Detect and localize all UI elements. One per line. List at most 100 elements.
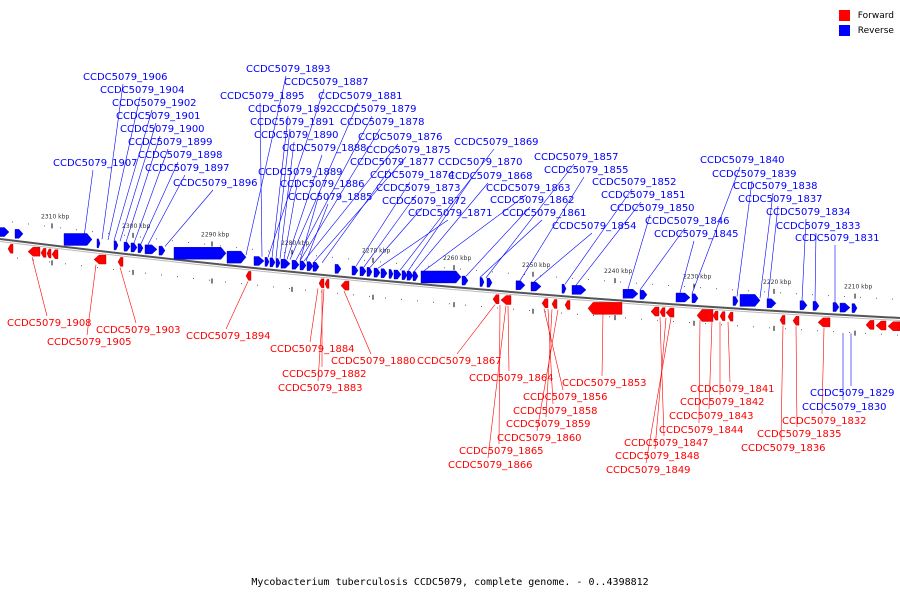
reverse-gene-feature — [401, 270, 408, 280]
forward-gene-feature — [719, 311, 726, 321]
reverse-leader — [267, 88, 325, 258]
forward-leader — [456, 304, 496, 355]
forward-gene-feature — [541, 298, 549, 308]
reverse-gene-label: CCDC5079_1895 — [220, 91, 305, 102]
reverse-leader — [413, 182, 489, 272]
forward-gene-feature — [27, 246, 41, 257]
reverse-gene-feature — [173, 247, 227, 260]
forward-gene-feature — [117, 257, 124, 267]
forward-leader — [498, 305, 501, 445]
reverse-gene-feature — [130, 242, 138, 253]
reverse-gene-feature — [280, 259, 291, 269]
reverse-gene-feature — [253, 256, 265, 266]
forward-gene-feature — [779, 315, 786, 325]
reverse-gene-feature — [359, 266, 367, 277]
reverse-leader — [113, 109, 153, 241]
reverse-gene-feature — [766, 298, 777, 308]
forward-leader — [708, 320, 713, 410]
minor-tick — [252, 248, 253, 250]
reverse-gene-label: CCDC5079_1893 — [246, 64, 331, 75]
forward-leader — [780, 325, 784, 442]
axis-tick-label: 2300 kbp — [122, 223, 150, 230]
genome-backbone — [0, 238, 900, 319]
reverse-gene-label: CCDC5079_1861 — [502, 208, 587, 219]
reverse-leader — [639, 227, 686, 291]
minor-tick — [316, 255, 317, 257]
forward-gene-feature — [492, 294, 500, 304]
reverse-leader — [767, 205, 779, 299]
reverse-gene-label: CCDC5079_1888 — [282, 143, 367, 154]
forward-gene-label: CCDC5079_1849 — [606, 465, 691, 476]
minor-tick — [305, 289, 306, 291]
minor-tick — [433, 301, 434, 303]
reverse-gene-label: CCDC5079_1850 — [610, 203, 695, 214]
minor-tick — [737, 325, 738, 327]
reverse-gene-label: CCDC5079_1889 — [258, 167, 343, 178]
minor-tick — [897, 334, 898, 336]
forward-leader — [601, 313, 604, 377]
minor-tick — [337, 292, 338, 294]
forward-leader — [821, 327, 825, 415]
forward-gene-label: CCDC5079_1882 — [282, 369, 367, 380]
forward-leader — [795, 326, 798, 428]
axis-ticks: 2310 kbp 2300 kbp 2290 kbp 2280 kbp 2270 kbp… — [12, 213, 898, 336]
reverse-gene-feature — [839, 302, 851, 313]
forward-leader — [31, 256, 48, 317]
minor-tick — [49, 261, 50, 263]
reverse-leader — [519, 176, 585, 281]
reverse-gene-label: CCDC5079_1892 — [248, 104, 333, 115]
minor-tick — [17, 257, 18, 259]
minor-tick — [12, 221, 13, 223]
reverse-leader — [421, 194, 527, 273]
reverse-gene-label: CCDC5079_1890 — [254, 130, 339, 141]
forward-gene-label: CCDC5079_1864 — [469, 373, 554, 384]
reverse-gene-label: CCDC5079_1870 — [438, 157, 523, 168]
forward-gene-label: CCDC5079_1880 — [331, 356, 416, 367]
reverse-leader — [286, 154, 323, 260]
reverse-swatch — [838, 25, 850, 36]
reverse-gene-label: CCDC5079_1851 — [601, 190, 686, 201]
minor-tick — [124, 234, 125, 236]
minor-tick — [113, 268, 114, 270]
minor-tick — [716, 288, 717, 290]
minor-tick — [684, 286, 685, 288]
legend-forward: Forward — [838, 8, 894, 23]
forward-gene-feature — [696, 309, 714, 322]
axis-tick-label: 2230 kbp — [683, 274, 711, 281]
forward-gene-label: CCDC5079_1853 — [562, 378, 647, 389]
reverse-gene-label: CCDC5079_1830 — [802, 402, 887, 413]
reverse-gene-label: CCDC5079_1906 — [83, 72, 168, 83]
reverse-leader — [283, 178, 299, 260]
forward-gene-feature — [340, 280, 350, 291]
reverse-leader — [295, 115, 373, 261]
reverse-leader — [485, 163, 575, 279]
reverse-leader — [107, 96, 141, 241]
reverse-gene-label: CCDC5079_1846 — [645, 216, 730, 227]
minor-tick — [881, 333, 882, 335]
reverse-gene-feature — [851, 303, 858, 313]
minor-tick — [428, 265, 429, 267]
reverse-gene-feature — [137, 243, 144, 253]
minor-tick — [700, 287, 701, 289]
reverse-leader — [533, 232, 593, 283]
reverse-gene-label: CCDC5079_1862 — [490, 195, 575, 206]
minor-tick — [145, 272, 146, 274]
reverse-gene-feature — [406, 270, 414, 281]
minor-tick — [161, 274, 162, 276]
reverse-leader — [101, 83, 124, 240]
minor-tick — [140, 236, 141, 238]
reverse-gene-label: CCDC5079_1855 — [544, 165, 629, 176]
reverse-leader — [759, 192, 774, 299]
forward-gene-label: CCDC5079_1903 — [96, 325, 181, 336]
minor-tick — [524, 274, 525, 276]
minor-tick — [604, 280, 605, 282]
reverse-leader — [691, 166, 741, 294]
reverse-leader — [299, 190, 321, 261]
forward-gene-label: CCDC5079_1843 — [669, 411, 754, 422]
reverse-gene-label: CCDC5079_1874 — [370, 170, 455, 181]
reverse-gene-label: CCDC5079_1838 — [733, 181, 818, 192]
forward-gene-feature — [245, 271, 252, 281]
reverse-leader — [313, 156, 407, 263]
minor-tick — [300, 253, 301, 255]
minor-tick — [876, 297, 877, 299]
